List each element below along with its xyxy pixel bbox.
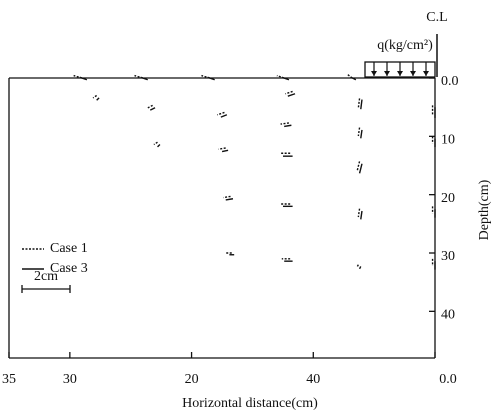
displacement-vector (357, 127, 361, 137)
displacement-vector (360, 99, 363, 110)
displacement-vector (220, 114, 228, 118)
legend-label: Case 3 (50, 261, 88, 276)
legend-label: Case 1 (50, 241, 88, 256)
displacement-vector (92, 94, 98, 99)
y-tick-label: 10 (441, 133, 455, 148)
displacement-vector (356, 161, 361, 172)
load-diagram (364, 34, 438, 78)
x-tick-label: 40 (306, 372, 320, 387)
y-axis-title: Depth(cm) (477, 179, 492, 240)
displacement-vector (218, 147, 226, 150)
displacement-vector (287, 93, 296, 97)
displacement-vector (350, 76, 357, 81)
displacement-vector (357, 208, 361, 218)
displacement-vector (284, 124, 292, 128)
displacement-vector (281, 76, 290, 81)
load-label: q(kg/cm²) (377, 38, 433, 53)
cl-label: C.L (426, 10, 447, 25)
displacement-vector (140, 76, 148, 81)
x-tick-label: 20 (185, 372, 199, 387)
y-tick-label: 20 (441, 191, 455, 206)
displacement-vector (79, 76, 88, 81)
x-axis-title: Horizontal distance(cm) (182, 396, 318, 411)
x-tick-label: 35 (2, 372, 16, 387)
displacement-vector (358, 266, 362, 270)
displacement-vector (360, 129, 363, 139)
displacement-vector (356, 264, 359, 268)
displacement-vector (157, 144, 161, 148)
displacement-vector (207, 76, 215, 81)
y-tick-label: 40 (441, 308, 455, 323)
y-tick-label: 30 (441, 249, 455, 264)
displacement-vector (225, 198, 234, 201)
displacement-vector (223, 195, 231, 199)
scale-bar-label: 2cm (34, 269, 58, 284)
displacement-vector (217, 111, 225, 116)
y-tick-label: 0.0 (441, 74, 459, 89)
displacement-vector (153, 141, 158, 146)
displacement-vector (221, 149, 229, 153)
displacement-vector (147, 104, 153, 109)
displacement-vector (96, 97, 100, 101)
x-tick-label: 30 (63, 372, 77, 387)
displacement-vector (149, 107, 156, 111)
displacement-vector (280, 122, 290, 125)
displacement-vector (357, 98, 361, 109)
displacement-vector (360, 210, 363, 220)
displacement-vector (358, 163, 363, 174)
x-tick-label: 0.0 (439, 372, 457, 387)
displacement-vector (285, 90, 293, 95)
